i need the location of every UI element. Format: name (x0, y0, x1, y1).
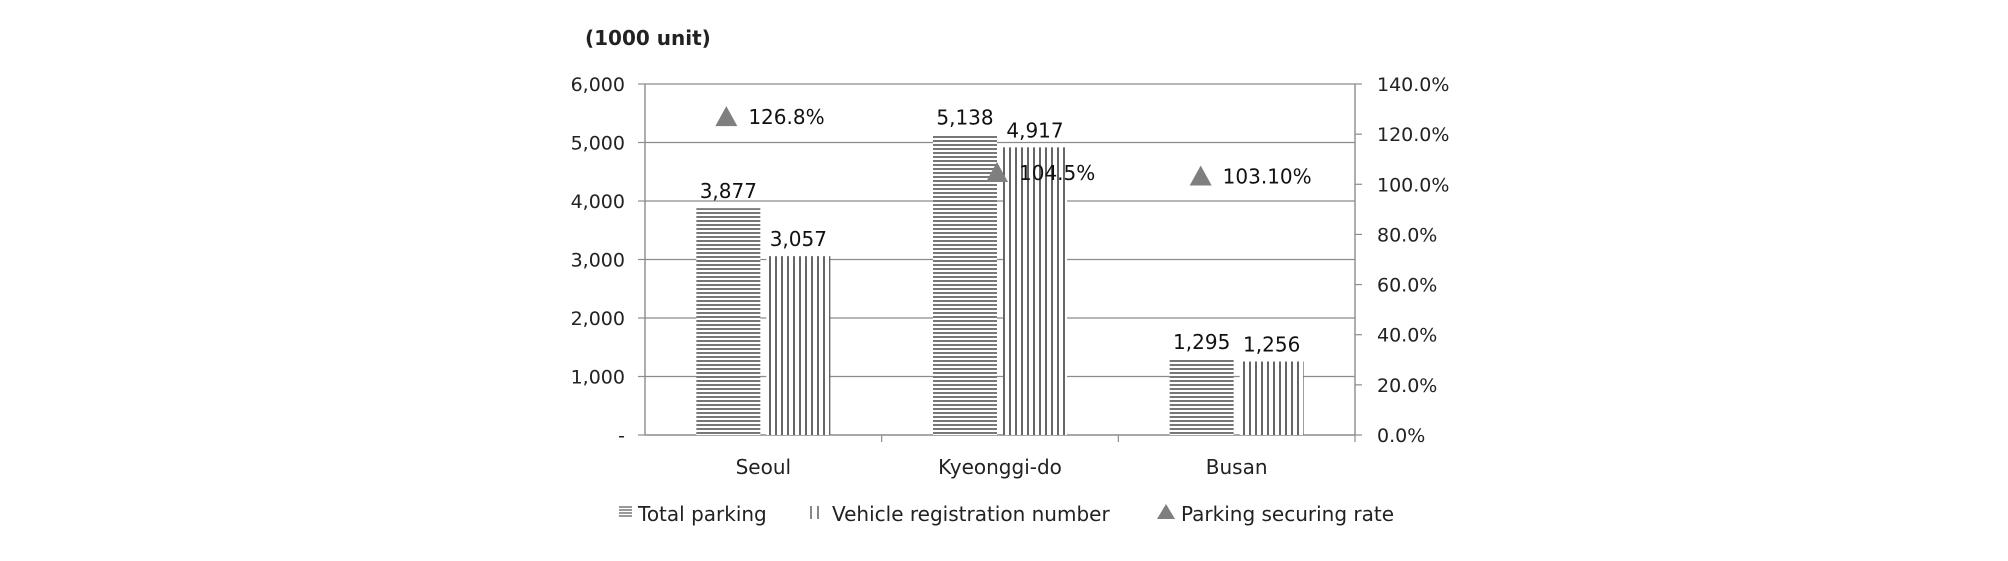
bar-total-parking (696, 208, 761, 435)
unit-label: (1000 unit) (585, 26, 711, 50)
bar-vehicle-registration-label: 1,256 (1243, 333, 1300, 357)
bar-vehicle-registration-label: 3,057 (770, 227, 827, 251)
y-right-tick-label: 140.0% (1377, 74, 1449, 96)
y-left-tick-label: 5,000 (571, 133, 625, 155)
x-category-label: Kyeonggi-do (938, 455, 1062, 479)
legend-swatch-vehicle-registration (810, 506, 819, 519)
data-labels: 3,877 3,057 126.8% 5,138 4,917 104.5% 1,295 1,2… (700, 105, 1312, 356)
x-category-label: Seoul (736, 455, 791, 479)
marker-label: 103.10% (1223, 165, 1312, 189)
y-left-tick-label: 4,000 (571, 191, 625, 213)
y-right-tick-label: 0.0% (1377, 425, 1425, 447)
marker-triangle (1189, 165, 1212, 186)
legend-label-vehicle-registration: Vehicle registration number (832, 502, 1110, 526)
y-right-tick-label: 100.0% (1377, 174, 1449, 196)
legend-label-total-parking: Total parking (637, 502, 767, 526)
bar-total-parking (1169, 359, 1234, 435)
axes: - 1,000 2,000 3,000 4,000 5,000 6,000 0.0% 20.0%… (571, 74, 1450, 479)
y-left-tick-label: 1,000 (571, 367, 625, 389)
y-right-tick-label: 40.0% (1377, 325, 1437, 347)
y-right-tick-label: 120.0% (1377, 124, 1449, 146)
marker-triangle (986, 162, 1008, 183)
legend-label-parking-securing-rate: Parking securing rate (1181, 502, 1394, 526)
legend-swatch-parking-securing-rate (1157, 504, 1175, 519)
x-category-label: Busan (1206, 455, 1268, 479)
marker-label: 104.5% (1019, 161, 1095, 185)
bar-total-parking-label: 3,877 (700, 179, 757, 203)
marker-triangle (715, 106, 738, 127)
y-right-tick-label: 20.0% (1377, 375, 1437, 397)
bar-vehicle-registration (1239, 361, 1304, 435)
bar-vehicle-registration-label: 4,917 (1006, 118, 1063, 142)
bar-total-parking-label: 1,295 (1173, 330, 1230, 354)
y-right-tick-label: 60.0% (1377, 275, 1437, 297)
y-left-tick-label: 2,000 (571, 308, 625, 330)
bar-vehicle-registration (1003, 147, 1067, 435)
legend-swatch-total-parking (619, 506, 632, 517)
y-left-tick-label: 3,000 (571, 250, 625, 272)
bar-vehicle-registration (766, 256, 831, 435)
bar-total-parking-label: 5,138 (936, 105, 993, 129)
gridlines (645, 83, 1355, 378)
y-left-tick-label: 6,000 (571, 74, 625, 96)
legend: Total parking Vehicle registration number… (619, 502, 1394, 526)
markers (715, 106, 1212, 186)
y-right-tick-label: 80.0% (1377, 224, 1437, 246)
bars (696, 134, 1304, 435)
y-left-tick-label: - (618, 425, 625, 447)
marker-label: 126.8% (748, 105, 824, 129)
bar-total-parking (933, 134, 997, 435)
